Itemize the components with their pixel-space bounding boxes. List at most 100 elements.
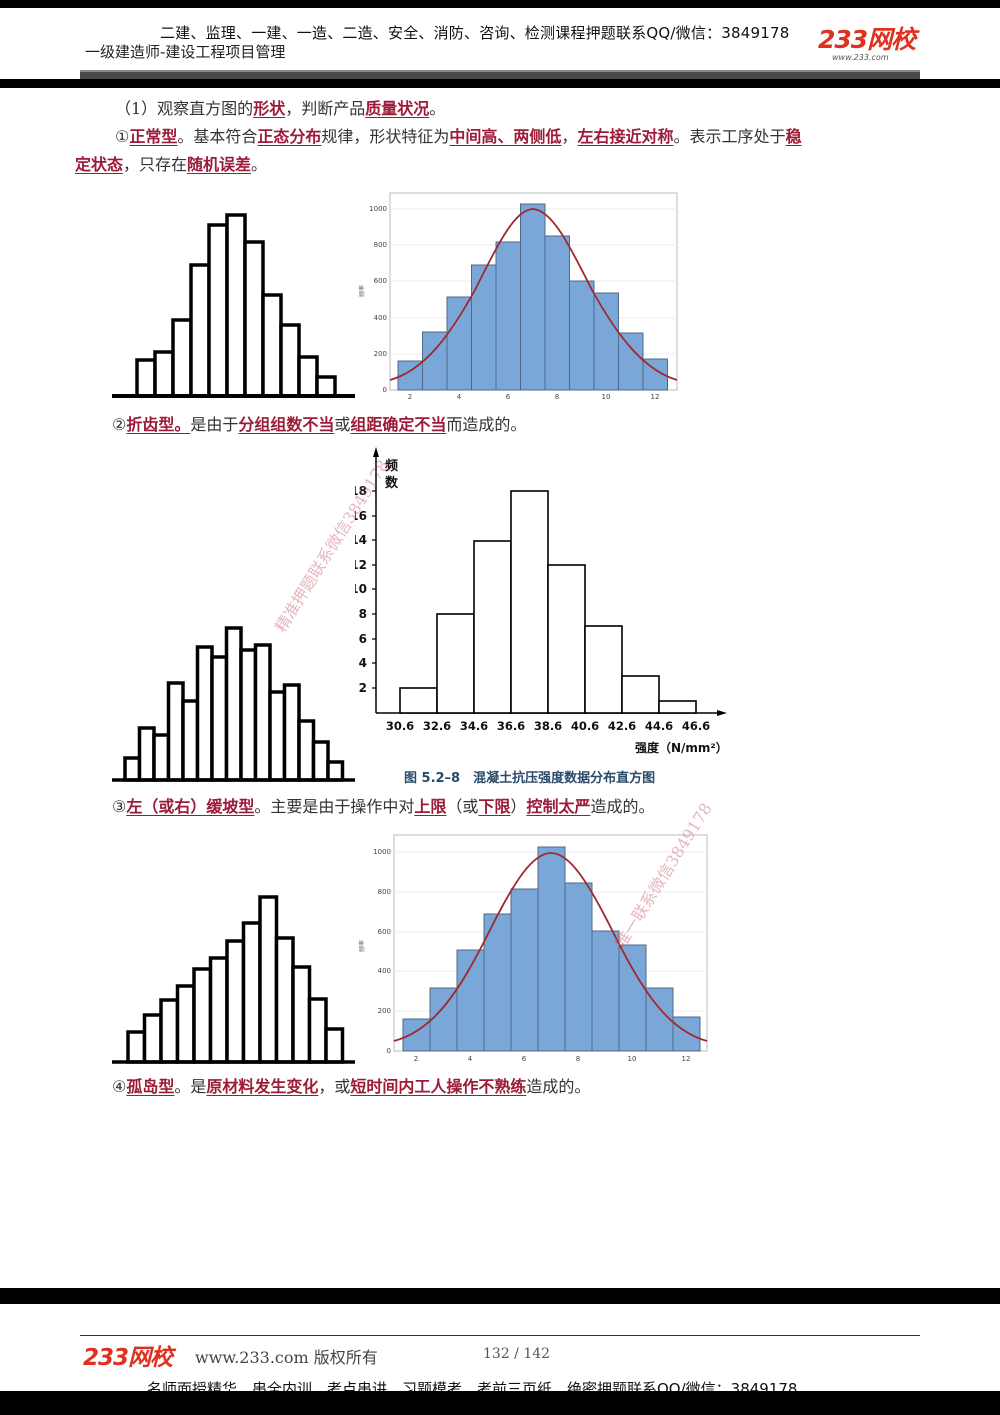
svg-text:12: 12 xyxy=(682,1055,691,1063)
logo-url: www.233.com xyxy=(832,53,889,62)
skew-sketch-histogram xyxy=(112,895,355,1064)
svg-text:10: 10 xyxy=(628,1055,637,1063)
svg-text:400: 400 xyxy=(374,314,387,322)
svg-text:400: 400 xyxy=(378,967,391,975)
svg-text:频率: 频率 xyxy=(358,285,366,297)
svg-text:8: 8 xyxy=(576,1055,580,1063)
footer-copyright: www.233.com 版权所有 xyxy=(195,1348,378,1367)
header-ad-line: 二建、监理、一建、一造、二造、安全、消防、咨询、检测课程押题联系QQ/微信：38… xyxy=(160,24,790,42)
page-number: 132 / 142 xyxy=(483,1346,551,1362)
normal-histogram-chart: 0 200 400 600 800 1000 2 4 6 8 10 12 频率 xyxy=(358,192,678,401)
svg-text:30.6: 30.6 xyxy=(386,719,414,733)
keyword: 质量状况 xyxy=(365,99,430,118)
svg-text:8: 8 xyxy=(555,393,559,401)
svg-text:40.6: 40.6 xyxy=(571,719,599,733)
header-rule xyxy=(80,70,920,81)
text: 。表示工序处于 xyxy=(673,127,786,146)
keyword: 下限 xyxy=(478,797,511,816)
keyword: 随机误差 xyxy=(187,155,252,174)
item4-line: ④孤岛型。是原材料发生变化，或短时间内工人操作不熟练造成的。 xyxy=(112,1073,590,1101)
svg-text:10: 10 xyxy=(355,582,367,596)
svg-text:600: 600 xyxy=(378,928,391,936)
svg-text:强度（N/mm²）: 强度（N/mm²） xyxy=(635,740,728,755)
text: 。 xyxy=(429,99,446,118)
svg-text:4: 4 xyxy=(468,1055,473,1063)
svg-text:44.6: 44.6 xyxy=(645,719,673,733)
normal-sketch-histogram xyxy=(112,213,355,398)
svg-text:34.6: 34.6 xyxy=(460,719,488,733)
svg-text:2: 2 xyxy=(414,1055,418,1063)
top-black-band xyxy=(0,0,1000,8)
text: （或 xyxy=(446,797,479,816)
svg-text:16: 16 xyxy=(355,509,367,523)
svg-text:4: 4 xyxy=(457,393,462,401)
keyword: 上限 xyxy=(414,797,447,816)
text: 是由于 xyxy=(190,415,239,434)
svg-text:12: 12 xyxy=(355,558,367,572)
svg-text:46.6: 46.6 xyxy=(682,719,710,733)
keyword: 中间高、两侧低 xyxy=(449,127,562,146)
logo-text: 233网校 xyxy=(818,25,916,54)
keyword: 组距确定不当 xyxy=(350,415,447,434)
document-title: 一级建造师-建设工程项目管理 xyxy=(85,43,286,61)
svg-text:42.6: 42.6 xyxy=(608,719,636,733)
keyword: 原材料发生变化 xyxy=(206,1077,319,1096)
skew-histogram-chart: 0 200 400 600 800 1000 2 4 6 8 10 12 频率 xyxy=(358,834,708,1063)
item-title: 正常型 xyxy=(129,127,178,146)
svg-text:0: 0 xyxy=(387,1047,391,1055)
svg-text:2: 2 xyxy=(408,393,412,401)
concrete-strength-histogram: 频 数 2 4 6 8 10 12 14 16 18 30.6 32.6 34.6 36.6 38… xyxy=(355,447,728,755)
svg-text:600: 600 xyxy=(374,277,387,285)
bottom-black-band xyxy=(0,1391,1000,1415)
svg-text:18: 18 xyxy=(355,484,367,498)
zigzag-sketch-histogram xyxy=(112,626,355,782)
item-title: 孤岛型 xyxy=(126,1077,175,1096)
svg-text:8: 8 xyxy=(359,607,367,621)
svg-text:800: 800 xyxy=(374,241,387,249)
keyword: 短时间内工人操作不熟练 xyxy=(350,1077,527,1096)
svg-text:6: 6 xyxy=(522,1055,527,1063)
svg-text:200: 200 xyxy=(378,1007,391,1015)
text: 。主要是由于操作中对 xyxy=(254,797,415,816)
keyword: 形状 xyxy=(253,99,286,118)
item-number: ③ xyxy=(112,797,127,816)
text: ，或 xyxy=(318,1077,351,1096)
item-number: ④ xyxy=(112,1077,127,1096)
text: 而造成的。 xyxy=(446,415,527,434)
keyword: 定状态 xyxy=(75,155,124,174)
item-title: 折齿型。 xyxy=(126,415,191,434)
svg-text:10: 10 xyxy=(602,393,611,401)
text: ） xyxy=(510,797,527,816)
keyword: 左右接近对称 xyxy=(577,127,674,146)
header-logo: 233网校 www.233.com xyxy=(818,25,916,63)
text: ，只存在 xyxy=(123,155,188,174)
svg-text:4: 4 xyxy=(359,656,367,670)
text: 规律，形状特征为 xyxy=(321,127,450,146)
keyword: 稳 xyxy=(785,127,802,146)
svg-text:1000: 1000 xyxy=(369,205,387,213)
figure-caption: 图 5.2–8 混凝土抗压强度数据分布直方图 xyxy=(404,771,656,786)
footer-logo: 233网校 xyxy=(83,1345,173,1371)
svg-text:数: 数 xyxy=(385,475,399,491)
text: 。 xyxy=(251,155,268,174)
text: 造成的。 xyxy=(526,1077,591,1096)
item-number: ② xyxy=(112,415,127,434)
footer-rule xyxy=(80,1335,920,1336)
svg-text:6: 6 xyxy=(506,393,511,401)
text: 造成的。 xyxy=(590,797,655,816)
svg-text:2: 2 xyxy=(359,681,367,695)
text: ， xyxy=(561,127,578,146)
item2-line: ②折齿型。是由于分组组数不当或组距确定不当而造成的。 xyxy=(112,411,526,439)
svg-text:800: 800 xyxy=(378,888,391,896)
text: ，判断产品 xyxy=(285,99,366,118)
footer-black-band xyxy=(0,1288,1000,1304)
svg-text:0: 0 xyxy=(383,386,387,394)
text: （1）观察直方图的 xyxy=(115,99,254,118)
keyword: 正态分布 xyxy=(257,127,322,146)
svg-text:12: 12 xyxy=(651,393,660,401)
svg-text:38.6: 38.6 xyxy=(534,719,562,733)
text: 。基本符合 xyxy=(177,127,258,146)
svg-text:200: 200 xyxy=(374,350,387,358)
svg-text:6: 6 xyxy=(359,632,367,646)
text: 。是 xyxy=(174,1077,207,1096)
